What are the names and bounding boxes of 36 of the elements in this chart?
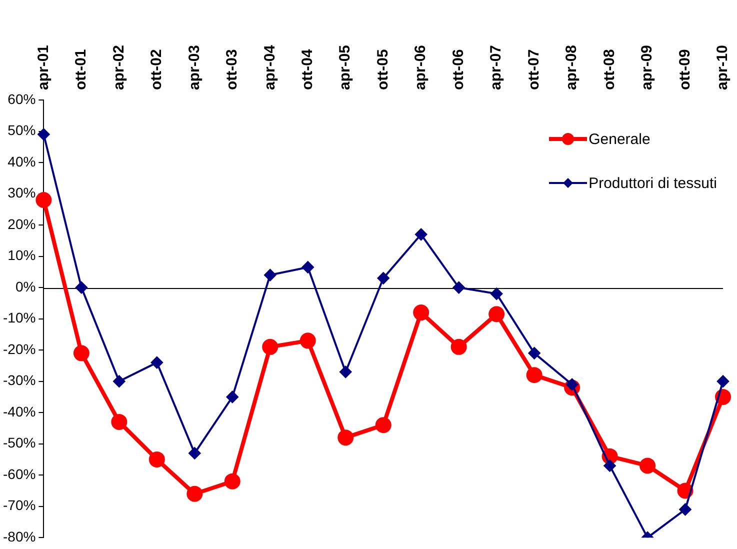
x-tick-label: ott-03	[224, 49, 241, 90]
x-tick-label: apr-06	[412, 44, 430, 90]
legend-label: Produttori di tessuti	[588, 174, 717, 192]
y-tick-label: -30%	[2, 372, 36, 388]
x-tick-label: ott-06	[450, 49, 467, 90]
y-tick-label: 40%	[8, 153, 36, 170]
x-tick-label: apr-04	[261, 44, 278, 90]
x-tick-label: ott-02	[148, 49, 166, 90]
y-tick-label: -40%	[2, 403, 36, 420]
y-tick-label: 50%	[8, 122, 36, 138]
y-tick-label: -70%	[2, 497, 36, 514]
x-tick-label: ott-04	[299, 48, 316, 90]
x-tick-label: ott-01	[72, 49, 90, 90]
x-tick-label: apr-08	[563, 44, 580, 90]
y-tick-label: 10%	[8, 247, 36, 264]
y-tick-label: 60%	[8, 90, 36, 107]
y-tick-label: -60%	[2, 466, 36, 482]
y-tick-label: -20%	[2, 340, 36, 357]
x-tick-label: ott-09	[676, 49, 694, 90]
legend-label: Generale	[588, 130, 650, 148]
x-tick-label: ott-05	[374, 49, 392, 90]
y-tick-label: 30%	[8, 184, 36, 201]
y-tick-label: -10%	[2, 310, 36, 326]
x-tick-label: ott-08	[600, 49, 618, 90]
x-tick-label: apr-09	[638, 44, 656, 90]
x-tick-label: apr-01	[34, 44, 52, 90]
y-tick-label: -50%	[2, 434, 36, 451]
x-tick-label: ott-07	[525, 49, 542, 90]
x-tick-label: apr-07	[488, 44, 505, 90]
y-tick-label: 0%	[15, 278, 36, 294]
y-tick-label: 20%	[8, 216, 36, 232]
x-tick-label: apr-03	[186, 44, 203, 90]
x-tick-label: apr-10	[714, 44, 732, 90]
x-tick-label: apr-02	[110, 44, 128, 90]
y-tick-label: -80%	[2, 528, 36, 544]
x-tick-label: apr-05	[336, 44, 354, 90]
